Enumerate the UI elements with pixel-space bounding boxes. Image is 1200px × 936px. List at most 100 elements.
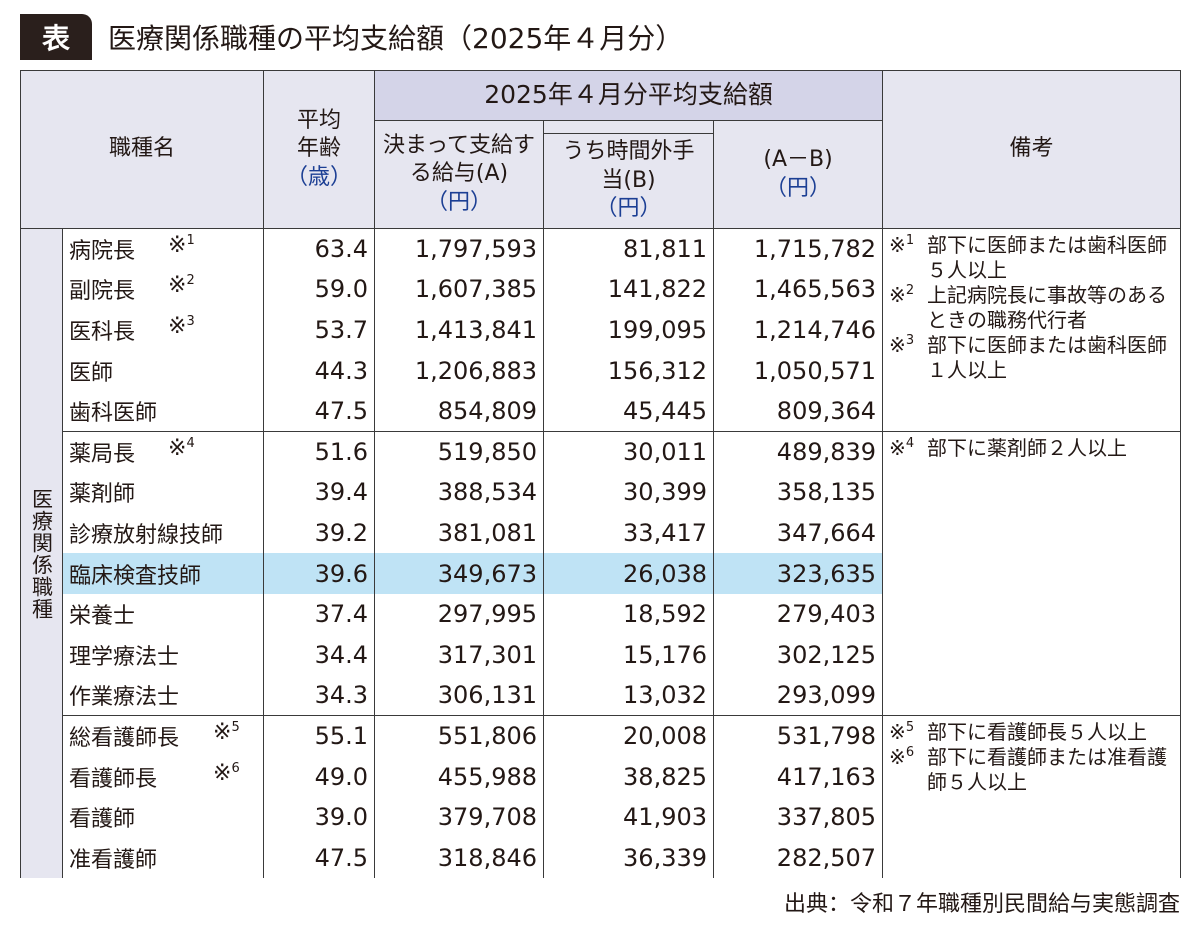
table-row: 歯科医師 47.5 854,809 45,445 809,364: [21, 390, 1181, 432]
age-cell: 34.3: [263, 675, 376, 716]
ab-cell: 809,364: [713, 390, 884, 432]
job-name: 副院長 ※2: [61, 269, 265, 310]
table-row: 理学療法士 34.4 317,301 15,176 302,125: [21, 634, 1181, 676]
job-name: 総看護師長 ※5: [61, 715, 265, 757]
header-spacer: [543, 120, 715, 134]
ab-cell: 1,465,563: [713, 269, 884, 310]
table-row: 医師 44.3 1,206,883 156,312 1,050,571: [21, 350, 1181, 391]
job-name: 看護師長 ※6: [61, 756, 265, 797]
b-cell: 26,038: [543, 553, 715, 594]
table-row: 医科長 ※3 53.7 1,413,841 199,095 1,214,746: [21, 309, 1181, 351]
note-item: ※4 部下に薬剤師２人以上: [889, 435, 1128, 460]
b-cell: 18,592: [543, 593, 715, 635]
header-job: 職種名: [19, 70, 265, 229]
a-cell: 1,206,883: [374, 350, 545, 391]
a-cell: 519,850: [374, 430, 545, 473]
table-row: 栄養士 37.4 297,995 18,592 279,403: [21, 593, 1181, 635]
a-cell: 1,607,385: [374, 269, 545, 310]
b-cell: 36,339: [543, 837, 715, 878]
ab-cell: 1,715,782: [713, 228, 884, 270]
ab-cell: 293,099: [713, 675, 884, 716]
age-cell: 37.4: [263, 593, 376, 635]
age-cell: 63.4: [263, 228, 376, 270]
job-name: 医師: [61, 350, 265, 391]
ab-cell: 417,163: [713, 756, 884, 797]
age-cell: 39.4: [263, 472, 376, 513]
table-row: 看護師長 ※6 49.0 455,988 38,825 417,163: [21, 756, 1181, 797]
title-text: 医療関係職種の平均支給額（2025年４月分）: [108, 22, 684, 55]
b-cell: 41,903: [543, 796, 715, 838]
ab-cell: 282,507: [713, 837, 884, 878]
a-cell: 306,131: [374, 675, 545, 716]
notes-cell: ※1 部下に医師または歯科医師５人以上 ※2 上記病院長に事故等のあるときの職務代行者…: [882, 228, 1182, 432]
age-cell: 34.4: [263, 634, 376, 676]
age-cell: 51.6: [263, 430, 376, 473]
table-row: 臨床検査技師 39.6 349,673 26,038 323,635: [21, 553, 1181, 594]
note-item: ※1 部下に医師または歯科医師５人以上: [889, 233, 1168, 282]
job-name: 臨床検査技師: [61, 553, 265, 594]
a-cell: 317,301: [374, 634, 545, 676]
b-cell: 38,825: [543, 756, 715, 797]
notes-cell: ※5 部下に看護師長５人以上 ※6 部下に看護師または准看護師５人以上: [882, 715, 1182, 878]
age-cell: 47.5: [263, 390, 376, 432]
footnote-mark: ※6: [213, 760, 240, 786]
notes-cell: ※4 部下に薬剤師２人以上: [882, 430, 1182, 716]
note-item: ※3 部下に医師または歯科医師１人以上: [889, 333, 1168, 382]
job-name: 看護師: [61, 796, 265, 838]
age-cell: 39.2: [263, 512, 376, 554]
ab-cell: 1,050,571: [713, 350, 884, 391]
job-name: 理学療法士: [61, 634, 265, 676]
job-name: 薬剤師: [61, 472, 265, 513]
header-ab: (A－B) （円）: [713, 120, 884, 229]
a-cell: 854,809: [374, 390, 545, 432]
ab-cell: 358,135: [713, 472, 884, 513]
job-name: 栄養士: [61, 593, 265, 635]
note-item: ※6 部下に看護師または准看護師５人以上: [889, 745, 1168, 795]
ab-cell: 337,805: [713, 796, 884, 838]
a-cell: 381,081: [374, 512, 545, 554]
job-name: 薬局長 ※4: [61, 430, 265, 473]
age-cell: 55.1: [263, 715, 376, 757]
job-name: 医科長 ※3: [61, 309, 265, 351]
b-cell: 30,011: [543, 430, 715, 473]
age-cell: 44.3: [263, 350, 376, 391]
ab-cell: 302,125: [713, 634, 884, 676]
a-cell: 379,708: [374, 796, 545, 838]
a-cell: 318,846: [374, 837, 545, 878]
table-row: 薬剤師 39.4 388,534 30,399 358,135: [21, 472, 1181, 513]
age-cell: 59.0: [263, 269, 376, 310]
footnote-mark: ※3: [168, 313, 195, 339]
source-note: 出典：令和７年職種別民間給与実態調査: [783, 892, 1180, 917]
a-cell: 455,988: [374, 756, 545, 797]
table-row: 医療関係職種 病院長 ※1 63.4 1,797,593 81,811 1,715,782 ※…: [20, 228, 1182, 878]
b-cell: 199,095: [543, 309, 715, 351]
b-cell: 156,312: [543, 350, 715, 391]
ab-cell: 489,839: [713, 430, 884, 473]
a-cell: 297,995: [374, 593, 545, 635]
table-row: 総看護師長 ※5 55.1 551,806 20,008 531,798 ※5 部下に看護師長…: [21, 715, 1182, 878]
footnote-mark: ※1: [168, 233, 195, 259]
a-cell: 1,413,841: [374, 309, 545, 351]
job-name: 歯科医師: [61, 390, 265, 432]
footnote-mark: ※4: [168, 436, 195, 462]
ab-cell: 279,403: [713, 593, 884, 635]
age-cell: 49.0: [263, 756, 376, 797]
ab-cell: 531,798: [713, 715, 884, 757]
table-badge: 表: [20, 14, 92, 60]
salary-table: 職種名 平均年齢 （歳） 2025年４月分平均支給額 備考 決まって支給する給与(…: [19, 70, 1182, 878]
header-notes: 備考: [882, 70, 1182, 229]
table-row: 看護師 39.0 379,708 41,903 337,805: [21, 796, 1181, 838]
header-a: 決まって支給する給与(A) （円）: [374, 120, 545, 229]
table-row: 診療放射線技師 39.2 381,081 33,417 347,664: [21, 512, 1181, 554]
b-cell: 15,176: [543, 634, 715, 676]
age-cell: 39.0: [263, 796, 376, 838]
header-age: 平均年齢 （歳）: [263, 70, 376, 229]
footnote-mark: ※2: [168, 273, 195, 299]
b-cell: 141,822: [543, 269, 715, 310]
b-cell: 30,399: [543, 472, 715, 513]
header-band: 2025年４月分平均支給額: [374, 70, 884, 121]
a-cell: 349,673: [374, 553, 545, 594]
age-cell: 39.6: [263, 553, 376, 594]
ab-cell: 323,635: [713, 553, 884, 594]
b-cell: 45,445: [543, 390, 715, 432]
